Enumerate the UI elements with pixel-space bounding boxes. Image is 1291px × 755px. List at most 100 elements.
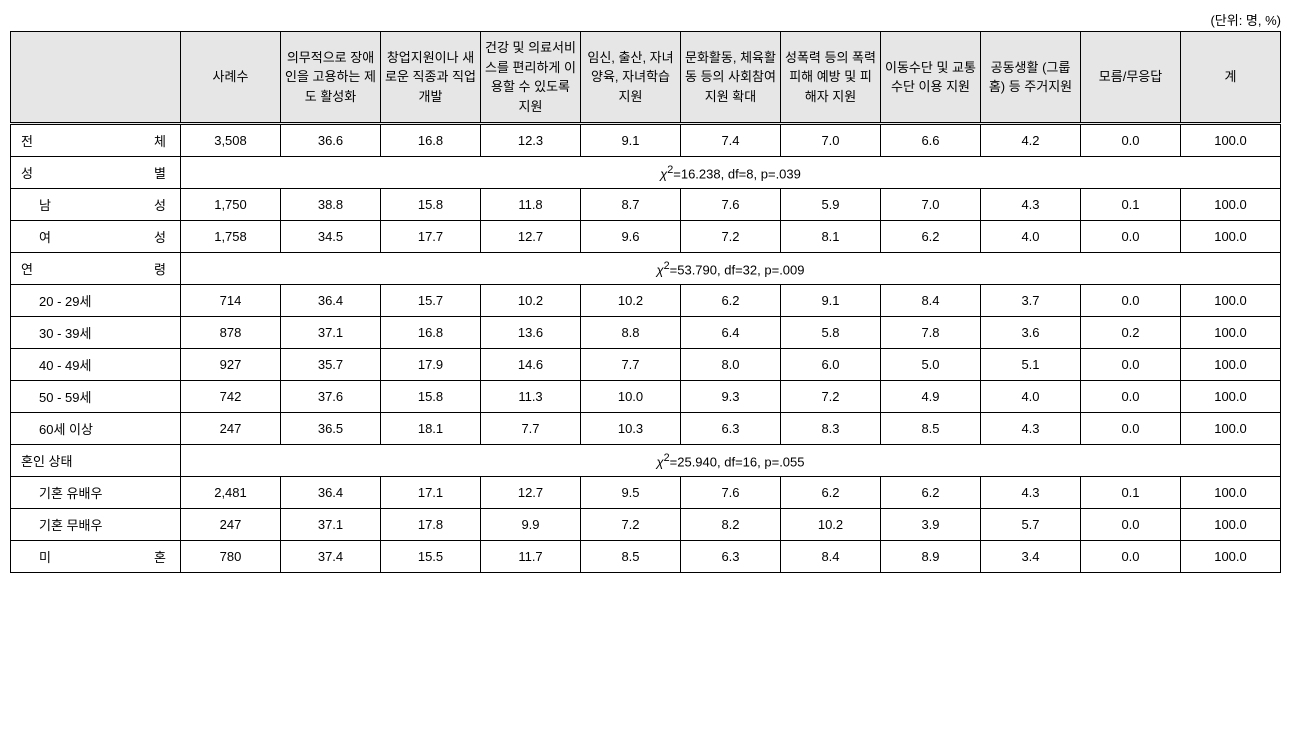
cell: 9.1: [581, 124, 681, 157]
cell: 7.8: [881, 317, 981, 349]
cell: 9.3: [681, 381, 781, 413]
cell: 100.0: [1181, 413, 1281, 445]
cell: 0.0: [1081, 221, 1181, 253]
cell: 0.0: [1081, 381, 1181, 413]
row-age-header: 연령 χ2=53.790, df=32, p=.009: [11, 253, 1281, 285]
cell: 6.3: [681, 541, 781, 573]
header-culture-sports: 문화활동, 체육활동 등의 사회참여 지원 확대: [681, 32, 781, 124]
cell: 9.9: [481, 509, 581, 541]
row-male: 남성 1,750 38.8 15.8 11.8 8.7 7.6 5.9 7.0 …: [11, 189, 1281, 221]
cell: 11.8: [481, 189, 581, 221]
cell: 100.0: [1181, 509, 1281, 541]
cell: 7.6: [681, 477, 781, 509]
header-no-response: 모름/무응답: [1081, 32, 1181, 124]
cell: 100.0: [1181, 221, 1281, 253]
cell: 9.6: [581, 221, 681, 253]
cell: 0.1: [1081, 477, 1181, 509]
cell: 10.2: [581, 285, 681, 317]
cell: 6.2: [781, 477, 881, 509]
cell: 6.4: [681, 317, 781, 349]
cell: 17.9: [381, 349, 481, 381]
cell: 12.7: [481, 221, 581, 253]
row-married-with: 기혼 유배우 2,481 36.4 17.1 12.7 9.5 7.6 6.2 …: [11, 477, 1281, 509]
cell: 4.0: [981, 221, 1081, 253]
header-startup-support: 창업지원이나 새로운 직종과 직업 개발: [381, 32, 481, 124]
cell: 100.0: [1181, 381, 1281, 413]
cell: 742: [181, 381, 281, 413]
header-group-home: 공동생활 (그룹홈) 등 주거지원: [981, 32, 1081, 124]
label-male: 남성: [11, 189, 181, 221]
cell: 0.0: [1081, 509, 1181, 541]
cell: 18.1: [381, 413, 481, 445]
label-total: 전체: [11, 124, 181, 157]
cell: 12.7: [481, 477, 581, 509]
cell: 3.4: [981, 541, 1081, 573]
cell: 11.7: [481, 541, 581, 573]
unit-label: (단위: 명, %): [10, 10, 1281, 29]
cell: 0.0: [1081, 349, 1181, 381]
cell: 8.2: [681, 509, 781, 541]
cell: 100.0: [1181, 189, 1281, 221]
cell: 8.4: [781, 541, 881, 573]
cell: 0.1: [1081, 189, 1181, 221]
row-total: 전체 3,508 36.6 16.8 12.3 9.1 7.4 7.0 6.6 …: [11, 124, 1281, 157]
cell: 3.9: [881, 509, 981, 541]
cell: 8.5: [881, 413, 981, 445]
row-age30: 30 - 39세 878 37.1 16.8 13.6 8.8 6.4 5.8 …: [11, 317, 1281, 349]
cell: 34.5: [281, 221, 381, 253]
cell: 2,481: [181, 477, 281, 509]
row-age50: 50 - 59세 742 37.6 15.8 11.3 10.0 9.3 7.2…: [11, 381, 1281, 413]
cell: 36.6: [281, 124, 381, 157]
cell: 36.4: [281, 285, 381, 317]
cell: 0.0: [1081, 541, 1181, 573]
cell: 4.3: [981, 477, 1081, 509]
cell: 878: [181, 317, 281, 349]
header-cases: 사례수: [181, 32, 281, 124]
cell: 11.3: [481, 381, 581, 413]
cell: 100.0: [1181, 541, 1281, 573]
cell: 4.3: [981, 413, 1081, 445]
row-age60: 60세 이상 247 36.5 18.1 7.7 10.3 6.3 8.3 8.…: [11, 413, 1281, 445]
cell: 14.6: [481, 349, 581, 381]
header-mandatory-employment: 의무적으로 장애인을 고용하는 제도 활성화: [281, 32, 381, 124]
label-age30: 30 - 39세: [11, 317, 181, 349]
cell: 8.9: [881, 541, 981, 573]
cell: 6.3: [681, 413, 781, 445]
cell: 5.7: [981, 509, 1081, 541]
row-marital-header: 혼인 상태 χ2=25.940, df=16, p=.055: [11, 445, 1281, 477]
cell: 37.4: [281, 541, 381, 573]
cell: 8.5: [581, 541, 681, 573]
header-violence-prevention: 성폭력 등의 폭력 피해 예방 및 피해자 지원: [781, 32, 881, 124]
cell: 7.0: [781, 124, 881, 157]
stat-gender: χ2=16.238, df=8, p=.039: [181, 157, 1281, 189]
cell: 13.6: [481, 317, 581, 349]
cell: 1,750: [181, 189, 281, 221]
label-marital: 혼인 상태: [11, 445, 181, 477]
cell: 7.2: [681, 221, 781, 253]
cell: 15.5: [381, 541, 481, 573]
cell: 100.0: [1181, 477, 1281, 509]
cell: 247: [181, 413, 281, 445]
cell: 780: [181, 541, 281, 573]
cell: 15.7: [381, 285, 481, 317]
cell: 7.2: [781, 381, 881, 413]
cell: 6.2: [881, 477, 981, 509]
label-married-with: 기혼 유배우: [11, 477, 181, 509]
header-transport-support: 이동수단 및 교통수단 이용 지원: [881, 32, 981, 124]
cell: 6.6: [881, 124, 981, 157]
label-gender: 성별: [11, 157, 181, 189]
cell: 1,758: [181, 221, 281, 253]
header-pregnancy-childcare: 임신, 출산, 자녀양육, 자녀학습 지원: [581, 32, 681, 124]
label-age20: 20 - 29세: [11, 285, 181, 317]
cell: 3,508: [181, 124, 281, 157]
data-table: 사례수 의무적으로 장애인을 고용하는 제도 활성화 창업지원이나 새로운 직종…: [10, 31, 1281, 573]
label-married-without: 기혼 무배우: [11, 509, 181, 541]
cell: 37.6: [281, 381, 381, 413]
cell: 8.0: [681, 349, 781, 381]
cell: 15.8: [381, 189, 481, 221]
cell: 0.2: [1081, 317, 1181, 349]
cell: 7.7: [481, 413, 581, 445]
cell: 38.8: [281, 189, 381, 221]
cell: 100.0: [1181, 317, 1281, 349]
cell: 10.2: [781, 509, 881, 541]
